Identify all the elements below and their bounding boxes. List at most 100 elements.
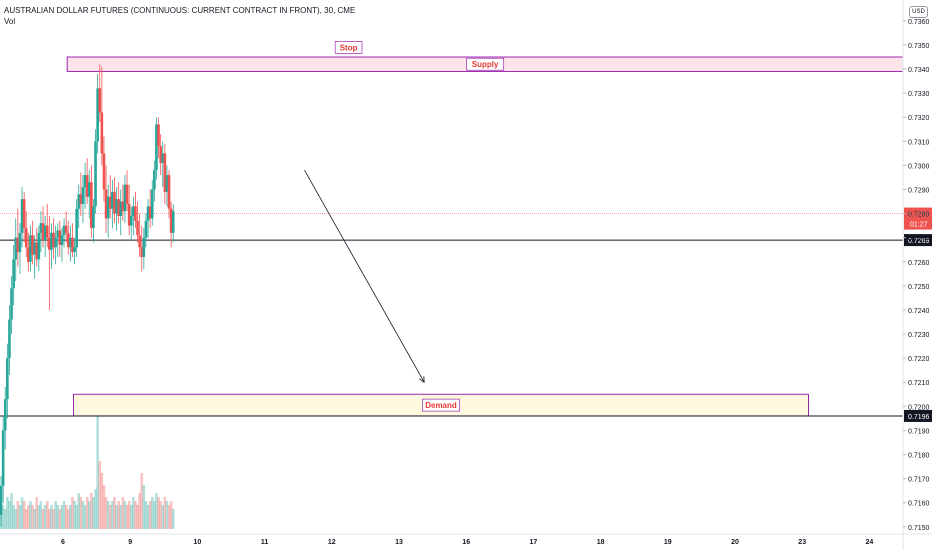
volume-bar [18, 505, 22, 529]
projection-arrow-line[interactable] [304, 170, 425, 383]
volume-bar [12, 505, 15, 529]
candle-body [22, 199, 26, 229]
time-axis: 6 9 10 11 12 13 16 17 18 19 20 23 24 [0, 533, 932, 546]
price-tick-label: 0.7210 [908, 380, 930, 387]
candle-body [71, 237, 74, 253]
volume-bar [165, 501, 169, 529]
price-tick-label: 0.7250 [908, 284, 930, 291]
candle-body [60, 235, 64, 245]
candle-body [16, 237, 20, 253]
candle-body [119, 201, 123, 216]
volume-bar [64, 505, 68, 529]
volume-bar [129, 505, 133, 529]
volume-bar [104, 497, 108, 529]
price-tick-label: 0.7330 [908, 91, 930, 98]
volume-bar [20, 497, 24, 529]
time-tick-label: 18 [597, 539, 605, 546]
volume-bar [48, 509, 51, 529]
volume-bar [77, 493, 81, 529]
price-tick-label: 0.7310 [908, 139, 930, 146]
volume-bar [37, 505, 41, 529]
volume-bar [66, 509, 70, 529]
price-axis: 0.7360 0.7350 0.7340 0.7330 0.7320 0.7310 0.73… [902, 0, 930, 550]
currency-button[interactable]: USD [909, 6, 928, 18]
candle-body [171, 211, 175, 233]
time-tick-label: 19 [664, 539, 672, 546]
price-tick-label: 0.7180 [908, 453, 930, 460]
volume-bar [75, 505, 78, 529]
zones: Supply Demand [66, 56, 904, 417]
candle-body [144, 220, 148, 238]
volume-label: Vol [4, 17, 16, 26]
candle-body [83, 175, 87, 188]
price-tick-label: 0.7170 [908, 477, 930, 484]
volume-bar [35, 497, 39, 529]
volume-bar [132, 497, 135, 529]
level-price-badge [904, 234, 932, 247]
level-price-badge [904, 409, 932, 422]
candle-body [62, 225, 66, 236]
volume-bar [127, 501, 131, 529]
candle-body [8, 319, 11, 359]
volume-bar [123, 501, 127, 529]
last-price-badge [904, 207, 932, 230]
demand-label: Demand [425, 401, 457, 410]
candle-body [50, 232, 53, 250]
stop-label-box [334, 41, 363, 54]
price-tick-label: 0.7270 [908, 236, 930, 243]
volume-bar [150, 497, 154, 529]
candle-body [157, 124, 160, 147]
candle-body [96, 88, 99, 142]
candle-body [161, 153, 165, 163]
volume-bar [43, 505, 47, 529]
chart-title: AUSTRALIAN DOLLAR FUTURES (CONTINUOUS: C… [4, 6, 356, 15]
volume-bar [81, 501, 85, 529]
time-tick-label: 23 [798, 539, 806, 546]
level-price-label: 0.7196 [908, 414, 930, 421]
candle-body [134, 206, 137, 221]
candle-body [79, 194, 83, 204]
price-tick-label: 0.7320 [908, 115, 930, 122]
candle-body [136, 220, 139, 236]
volume-bar [96, 409, 99, 529]
volume-bar [41, 509, 45, 529]
price-tick-label: 0.7160 [908, 501, 930, 508]
candle-body [58, 230, 62, 245]
candle-body [27, 247, 30, 262]
candle-body [132, 206, 135, 216]
volume-bar [155, 493, 158, 529]
time-tick-label: 20 [731, 539, 739, 546]
volume-bar [87, 501, 91, 529]
candle-body [87, 182, 91, 197]
last-price-label: 0.7280 [908, 212, 930, 219]
volume-bar [98, 461, 102, 529]
candle-body [66, 232, 70, 248]
candle-body [142, 237, 146, 257]
candle-body [29, 235, 32, 262]
volume-bar [27, 505, 30, 529]
candle-body [39, 223, 43, 233]
volume-bar [10, 493, 13, 529]
candle-body [108, 196, 112, 209]
volume-bar [58, 509, 62, 529]
volume-bar [1, 505, 5, 529]
volume-bar [31, 505, 34, 529]
candle-body [106, 196, 110, 219]
volume-bar [113, 497, 116, 529]
volume-bar [62, 501, 66, 529]
candle-body [104, 189, 108, 219]
volume-bar [94, 489, 97, 529]
candle-body [167, 175, 171, 209]
candle-body [45, 225, 49, 238]
candle-body [81, 187, 85, 204]
volume-bar [140, 473, 144, 529]
volume-bar [161, 505, 165, 529]
time-tick-label: 16 [462, 539, 470, 546]
time-tick-label: 6 [61, 539, 65, 546]
candle-body [138, 235, 141, 248]
candle-body [52, 232, 55, 248]
candle-body [35, 242, 39, 260]
volume-bar [144, 501, 148, 529]
